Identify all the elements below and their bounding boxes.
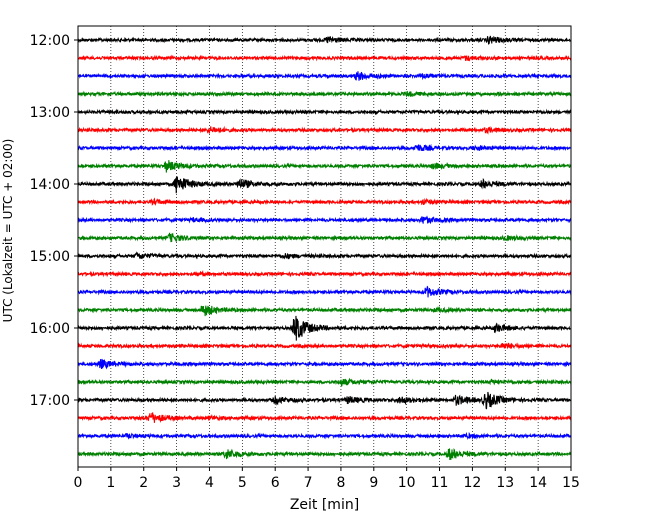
trace-15:30 <box>77 285 572 298</box>
trace-13:30 <box>77 143 572 152</box>
trace-17:15 <box>77 412 572 423</box>
x-tick-label: 12 <box>463 475 481 491</box>
y-tick-label: 13:00 <box>30 105 70 121</box>
x-tick-label: 13 <box>496 475 514 491</box>
x-tick-label: 3 <box>172 475 181 491</box>
x-axis-label: Zeit [min] <box>290 497 359 513</box>
trace-14:30 <box>77 215 572 225</box>
trace-17:30 <box>77 431 572 441</box>
trace-12:30 <box>77 71 572 81</box>
y-axis-label: UTC (Lokalzeit = UTC + 02:00) <box>1 139 15 323</box>
x-axis: 0 1 2 3 4 5 6 7 8 9 10 11 12 13 14 15 <box>74 467 580 491</box>
trace-16:00 <box>77 315 572 341</box>
trace-13:00 <box>77 108 572 116</box>
x-tick-label: 1 <box>106 475 115 491</box>
trace-16:45 <box>77 377 572 387</box>
x-tick-label: 8 <box>336 475 345 491</box>
trace-12:45 <box>77 90 572 98</box>
trace-16:15 <box>77 342 572 350</box>
trace-15:15 <box>77 269 572 278</box>
y-tick-label: 12:00 <box>30 33 70 49</box>
x-tick-label: 14 <box>529 475 547 491</box>
x-tick-label: 10 <box>398 475 416 491</box>
x-tick-label: 0 <box>74 475 83 491</box>
x-tick-label: 9 <box>369 475 378 491</box>
trace-16:30 <box>77 358 572 370</box>
plot-frame <box>77 25 572 468</box>
trace-14:45 <box>77 232 572 243</box>
y-tick-label: 15:00 <box>30 249 70 265</box>
y-tick-label: 16:00 <box>30 321 70 337</box>
trace-15:45 <box>77 305 572 317</box>
x-tick-label: 11 <box>431 475 449 491</box>
y-tick-label: 17:00 <box>30 393 70 409</box>
x-tick-label: 15 <box>562 475 580 491</box>
x-tick-label: 2 <box>139 475 148 491</box>
trace-group <box>77 35 572 460</box>
x-tick-label: 7 <box>304 475 313 491</box>
trace-13:15 <box>77 125 572 135</box>
trace-14:00 <box>77 176 572 194</box>
x-tick-label: 4 <box>205 475 214 491</box>
trace-15:00 <box>77 251 572 260</box>
trace-12:00 <box>77 35 572 45</box>
trace-17:45 <box>77 447 572 460</box>
trace-14:15 <box>77 197 572 207</box>
trace-13:45 <box>77 160 572 173</box>
trace-17:00 <box>77 391 572 410</box>
x-tick-label: 6 <box>271 475 280 491</box>
x-tick-label: 5 <box>238 475 247 491</box>
y-tick-label: 14:00 <box>30 177 70 193</box>
trace-12:15 <box>77 54 572 62</box>
y-axis: 12:00 13:00 14:00 15:00 16:00 17:00 <box>30 33 78 409</box>
